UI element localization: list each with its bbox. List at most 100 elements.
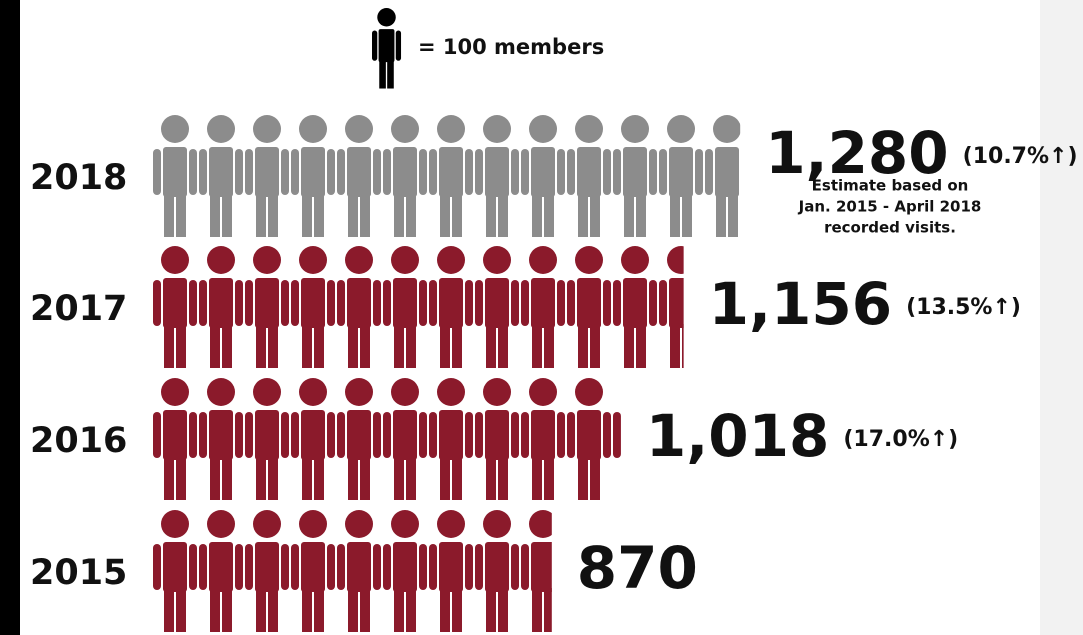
- person-icon: [372, 8, 402, 89]
- icon-leg: [670, 193, 680, 237]
- left-edge: [0, 0, 20, 635]
- icon-row: [153, 115, 741, 237]
- icon-leg: [452, 193, 462, 237]
- icon-head: [207, 378, 235, 406]
- icon-leg: [440, 324, 450, 368]
- icon-arm: [419, 280, 427, 326]
- value-label: 1,156 (13.5%↑): [709, 270, 1021, 338]
- icon-arm: [327, 412, 335, 458]
- person-icon: [291, 378, 335, 500]
- icon-leg: [486, 193, 496, 237]
- icon-leg: [210, 324, 220, 368]
- icon-arm: [521, 280, 529, 326]
- icon-arm: [337, 280, 345, 326]
- icon-leg: [302, 193, 312, 237]
- icon-arm: [419, 149, 427, 195]
- year-label: 2016: [30, 421, 127, 461]
- icon-torso: [439, 278, 463, 328]
- icon-leg: [452, 588, 462, 632]
- icon-torso: [301, 278, 325, 328]
- icon-torso: [577, 147, 601, 197]
- icon-torso: [255, 410, 279, 460]
- icon-head: [437, 378, 465, 406]
- change-label: (13.5%↑): [906, 295, 1021, 320]
- icon-leg: [176, 588, 186, 632]
- icon-arm: [419, 412, 427, 458]
- icon-arm: [603, 149, 611, 195]
- icon-head: [529, 378, 557, 406]
- icon-arm: [235, 544, 243, 590]
- icon-arm: [649, 280, 657, 326]
- icon-leg: [164, 324, 174, 368]
- legend-icon: [372, 8, 402, 89]
- icon-leg: [590, 193, 600, 237]
- icon-arm: [189, 280, 197, 326]
- icon-leg: [176, 193, 186, 237]
- annotation: Estimate based on: [812, 177, 969, 195]
- icon-torso: [623, 147, 647, 197]
- icon-leg: [440, 193, 450, 237]
- person-icon: [521, 115, 565, 237]
- icon-leg: [682, 193, 692, 237]
- icon-head: [713, 115, 741, 143]
- icon-torso: [255, 278, 279, 328]
- icon-arm: [395, 30, 402, 61]
- person-icon: [429, 378, 473, 500]
- icon-torso: [163, 410, 187, 460]
- icon-leg: [164, 456, 174, 500]
- icon-leg: [498, 456, 508, 500]
- person-icon: [245, 246, 289, 368]
- person-icon: [429, 510, 473, 632]
- icon-row: [153, 246, 684, 368]
- icon-arm: [521, 149, 529, 195]
- icon-torso: [163, 278, 187, 328]
- icon-arm: [337, 544, 345, 590]
- icon-arm: [383, 149, 391, 195]
- icon-torso: [393, 410, 417, 460]
- icon-leg: [624, 193, 634, 237]
- icon-arm: [465, 149, 473, 195]
- icon-arm: [327, 280, 335, 326]
- icon-torso: [439, 147, 463, 197]
- icon-arm: [511, 544, 519, 590]
- icon-head: [575, 378, 603, 406]
- icon-head: [207, 115, 235, 143]
- icon-head: [391, 246, 419, 274]
- person-icon: [659, 246, 684, 368]
- icon-leg: [360, 324, 370, 368]
- icon-leg: [394, 193, 404, 237]
- icon-row: [153, 378, 621, 500]
- icon-leg: [268, 588, 278, 632]
- icon-arm: [659, 149, 667, 195]
- person-icon: [245, 378, 289, 500]
- value-number: 1,018: [646, 402, 829, 470]
- icon-arm: [291, 412, 299, 458]
- icon-arm: [475, 149, 483, 195]
- icon-arm: [383, 280, 391, 326]
- icon-leg: [379, 59, 386, 89]
- icon-leg: [532, 456, 542, 500]
- icon-leg: [682, 324, 684, 368]
- icon-arm: [429, 412, 437, 458]
- person-icon: [153, 246, 197, 368]
- value-label: 1,280 (10.7%↑): [765, 119, 1077, 187]
- icon-torso: [209, 542, 233, 592]
- icon-torso: [485, 278, 509, 328]
- icon-arm: [373, 412, 381, 458]
- person-icon: [337, 115, 381, 237]
- icon-head: [161, 378, 189, 406]
- icon-arm: [465, 280, 473, 326]
- icon-arm: [511, 149, 519, 195]
- icon-leg: [590, 456, 600, 500]
- annotation: Jan. 2015 - April 2018: [798, 198, 982, 216]
- icon-torso: [393, 278, 417, 328]
- icon-leg: [314, 588, 324, 632]
- person-icon: [567, 378, 611, 500]
- value-number: 1,280: [765, 119, 948, 187]
- icon-leg: [222, 324, 232, 368]
- icon-head: [437, 246, 465, 274]
- icon-arm: [557, 280, 565, 326]
- icon-arm: [327, 149, 335, 195]
- icon-arm: [511, 280, 519, 326]
